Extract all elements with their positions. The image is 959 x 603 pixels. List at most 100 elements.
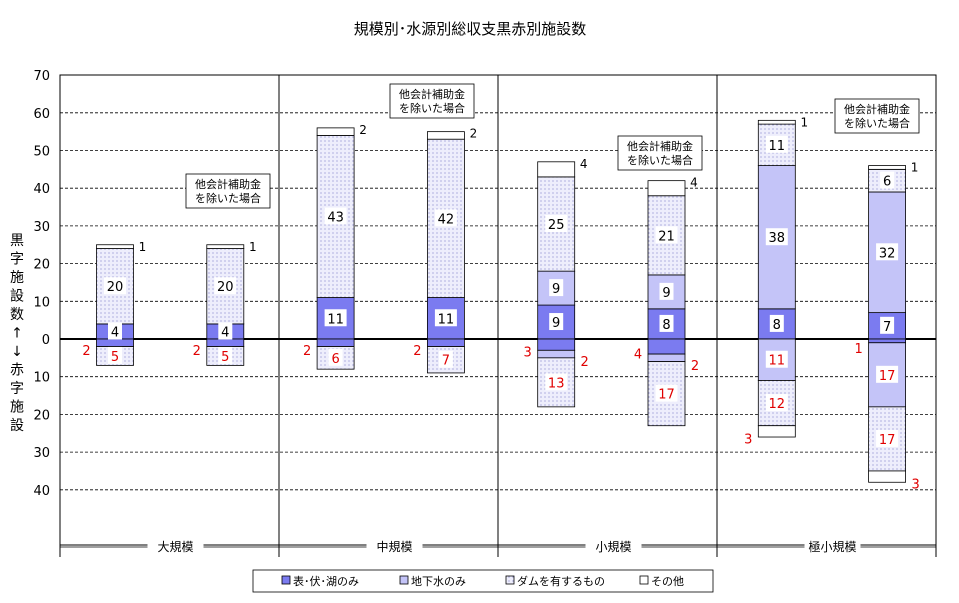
annotation-text: 他会計補助金: [195, 177, 261, 191]
bar-segment-surface: [537, 338, 576, 351]
y-tick-label: 20: [33, 408, 50, 423]
data-label: 2: [413, 344, 421, 359]
y-axis-label-char: 設: [10, 289, 24, 305]
bar-segment-other: [96, 244, 134, 249]
bar-segment-other: [206, 244, 245, 249]
bar-segment-ground: [647, 353, 686, 363]
data-label: 17: [879, 433, 896, 448]
data-label-bg: [655, 384, 678, 402]
bar-segment-other: [316, 127, 355, 136]
data-label-bg: [876, 429, 899, 447]
y-axis-label-char: 赤: [10, 363, 24, 379]
y-tick-label: 70: [33, 69, 50, 84]
annotation-box: [617, 135, 703, 171]
data-label-bg: [765, 228, 788, 246]
annotation-box: [389, 83, 475, 119]
data-label: 1: [249, 240, 257, 254]
data-label: 5: [221, 350, 229, 365]
data-label: 3: [911, 478, 919, 493]
group-label-bg: [804, 538, 861, 554]
data-label: 4: [634, 348, 642, 363]
data-label: 1: [854, 342, 862, 357]
data-label-bg: [108, 346, 122, 364]
annotation-text: を除いた場合: [195, 191, 261, 205]
annotation-text: 他会計補助金: [627, 139, 693, 153]
y-axis-label-char: ↓: [11, 344, 23, 360]
data-label: 1: [800, 115, 808, 129]
legend-swatch: [505, 575, 515, 585]
data-label: 32: [879, 246, 896, 261]
bar-segment-other: [757, 119, 796, 125]
data-label: 25: [548, 218, 565, 233]
data-label: 17: [879, 369, 896, 384]
y-tick-label: 60: [33, 107, 50, 122]
annotation-text: 他会計補助金: [399, 87, 465, 101]
data-label: 13: [548, 376, 565, 391]
data-label: 9: [552, 282, 560, 297]
data-label: 2: [581, 355, 589, 370]
data-label-bg: [434, 309, 457, 327]
y-axis-label-char: 施: [10, 270, 24, 286]
legend: [252, 569, 714, 593]
legend-label: その他: [651, 575, 684, 588]
y-tick-label: 0: [42, 333, 50, 348]
data-label: 2: [691, 359, 699, 374]
group-label: 小規模: [595, 539, 631, 554]
legend-label: ダムを有するもの: [517, 574, 605, 588]
data-label: 8: [662, 318, 670, 333]
legend-swatch: [281, 575, 291, 585]
data-label-bg: [545, 373, 568, 391]
data-label: 6: [883, 175, 891, 190]
data-label-bg: [549, 313, 564, 331]
data-label: 17: [658, 388, 675, 403]
bar-segment-ground: [537, 349, 576, 359]
bar-segment-other: [426, 131, 465, 140]
data-label: 20: [107, 280, 124, 295]
bar-segment-surface: [426, 338, 465, 347]
data-label: 12: [769, 397, 786, 412]
data-label-bg: [880, 171, 895, 189]
data-label: 11: [769, 354, 786, 369]
data-label: 9: [662, 286, 670, 301]
data-label: 6: [331, 352, 339, 367]
group-label: 中規模: [376, 539, 412, 554]
data-label-bg: [108, 322, 122, 340]
annotation-box: [834, 98, 920, 134]
bar-segment-other: [647, 180, 686, 197]
data-label-bg: [659, 282, 674, 300]
bar-segment-other: [868, 470, 906, 483]
data-label: 2: [359, 123, 367, 137]
bar-segment-other: [757, 425, 796, 438]
data-label: 4: [111, 325, 119, 340]
data-label-bg: [104, 277, 126, 295]
data-label: 2: [82, 344, 90, 359]
data-label: 3: [524, 346, 532, 361]
annotation-text: を除いた場合: [627, 153, 693, 167]
data-label: 5: [111, 350, 119, 365]
annotation-text: を除いた場合: [399, 101, 465, 115]
group-label-bg: [366, 538, 423, 554]
data-label-bg: [324, 309, 347, 327]
y-tick-label: 50: [33, 145, 50, 160]
legend-label: 地下水のみ: [411, 575, 466, 588]
data-label: 4: [221, 325, 229, 340]
data-label: 2: [193, 344, 201, 359]
group-label-bg: [585, 538, 642, 554]
data-label: 1: [911, 161, 919, 175]
y-axis-label-char: 黒: [10, 233, 24, 249]
data-label-bg: [438, 350, 453, 368]
data-label-bg: [765, 350, 788, 368]
group-label: 大規模: [157, 539, 193, 554]
data-label-bg: [876, 365, 899, 383]
y-axis-label-char: 字: [10, 252, 24, 268]
data-label-bg: [328, 348, 343, 366]
bar-segment-other: [868, 165, 906, 170]
annotation-text: を除いた場合: [844, 116, 910, 130]
data-label: 2: [303, 344, 311, 359]
bar-segment-other: [537, 161, 576, 178]
data-label-bg: [765, 394, 788, 412]
y-axis-label-char: 数: [10, 307, 24, 323]
y-axis-label-char: 施: [10, 400, 24, 416]
